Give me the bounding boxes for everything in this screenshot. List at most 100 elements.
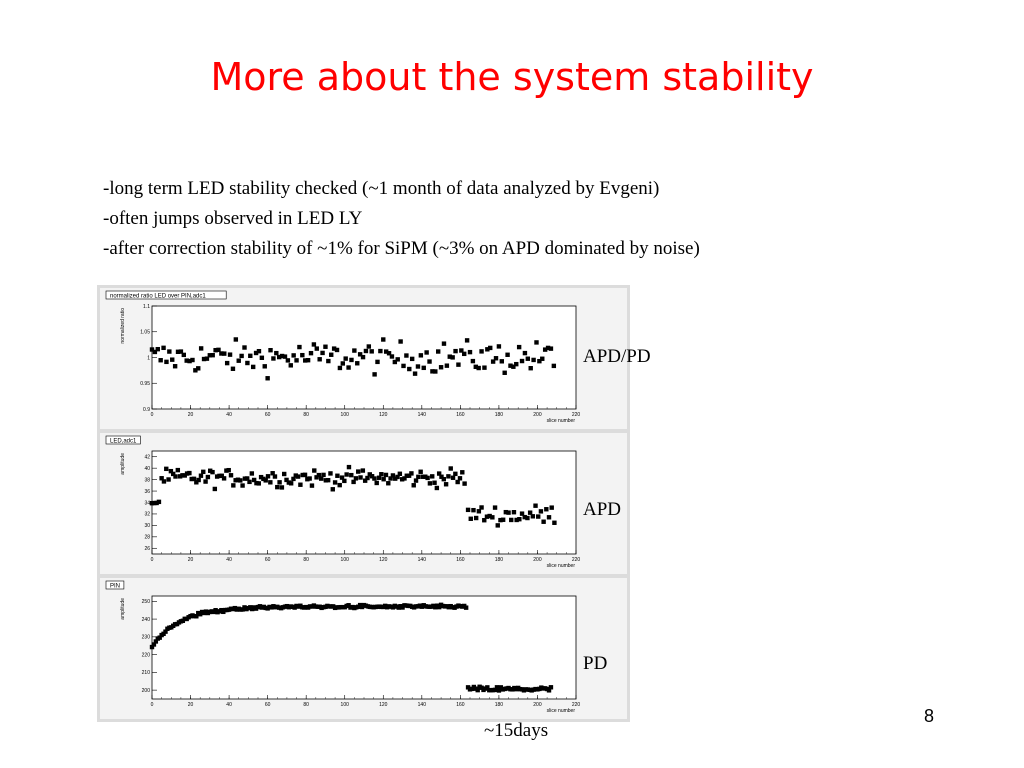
data-point [389, 354, 395, 359]
bullet-item: -long term LED stability checked (~1 mon… [103, 178, 660, 199]
data-point [453, 471, 458, 477]
data-point [268, 347, 273, 353]
data-point [279, 353, 285, 359]
data-point [177, 474, 183, 479]
data-point [424, 350, 429, 355]
data-point [432, 480, 437, 485]
data-point [317, 357, 322, 362]
data-point [308, 350, 314, 356]
data-point [412, 371, 418, 376]
data-point [418, 353, 424, 358]
data-point [230, 366, 236, 371]
data-point [492, 687, 498, 693]
data-point [295, 474, 301, 479]
data-point [247, 479, 252, 485]
data-point [448, 466, 453, 471]
data-point [464, 338, 470, 343]
data-point [500, 517, 506, 522]
data-point [163, 629, 168, 634]
data-point [495, 523, 500, 528]
data-point [460, 470, 465, 475]
data-point [436, 604, 442, 610]
data-point [349, 357, 354, 363]
data-point [330, 487, 335, 492]
data-point [542, 347, 548, 352]
data-point [551, 363, 557, 369]
data-point [552, 520, 557, 525]
data-point [496, 688, 502, 693]
x-tick-label: 140 [418, 412, 427, 418]
data-point [166, 477, 171, 482]
data-point [378, 348, 383, 354]
data-point [248, 353, 253, 359]
data-point [463, 605, 469, 610]
data-point [307, 476, 312, 481]
data-point [538, 509, 544, 514]
data-point [256, 348, 262, 354]
data-point [331, 346, 337, 351]
data-point [528, 366, 533, 371]
data-point [446, 474, 451, 479]
data-point [498, 517, 503, 523]
data-point [476, 509, 482, 514]
data-point [193, 368, 198, 373]
data-point [409, 471, 414, 476]
x-tick-label: 40 [226, 702, 232, 708]
data-point [479, 349, 484, 354]
data-point [423, 474, 428, 479]
page-number: 8 [924, 706, 935, 726]
data-point [228, 473, 234, 478]
data-point [516, 344, 522, 350]
data-point [356, 469, 361, 474]
data-point [271, 356, 276, 361]
y-tick-label: 230 [142, 635, 151, 641]
data-point [404, 473, 409, 478]
y-tick-label: 200 [142, 688, 151, 694]
data-point [344, 472, 349, 477]
data-point [305, 357, 311, 363]
data-point [182, 473, 187, 478]
data-point [219, 351, 224, 356]
y-tick-label: 40 [144, 466, 150, 472]
data-point [302, 472, 308, 478]
data-point [291, 476, 296, 482]
data-point [453, 348, 458, 354]
x-axis-label: slice number [547, 708, 576, 714]
slide-title: More about the system stability [210, 55, 814, 99]
data-point [545, 345, 551, 351]
x-tick-label: 20 [188, 557, 194, 563]
data-point [548, 685, 554, 690]
data-point [514, 361, 519, 367]
data-point [548, 346, 554, 351]
data-point [407, 366, 412, 372]
data-point [482, 518, 487, 523]
x-tick-label: 200 [533, 702, 542, 708]
y-tick-label: 30 [144, 523, 150, 529]
data-point [208, 468, 213, 473]
x-tick-label: 0 [151, 557, 154, 563]
data-point [342, 478, 347, 484]
data-point [214, 474, 220, 479]
data-point [274, 350, 279, 356]
data-point [494, 685, 500, 690]
data-point [381, 477, 386, 482]
data-point [190, 357, 195, 363]
data-point [476, 365, 481, 371]
data-point [285, 358, 291, 363]
data-point [465, 507, 471, 513]
label-pd: PD [583, 653, 608, 674]
data-point [221, 476, 227, 481]
data-point [181, 352, 186, 358]
data-point [475, 687, 480, 693]
data-point [450, 355, 455, 360]
data-point [309, 483, 315, 488]
data-point [198, 346, 204, 351]
x-tick-label: 100 [341, 557, 350, 563]
data-point [272, 474, 278, 479]
data-point [376, 475, 382, 480]
data-point [441, 476, 446, 482]
y-tick-label: 34 [144, 500, 150, 506]
data-point [346, 603, 351, 608]
y-tick-label: 26 [144, 546, 150, 552]
data-point [235, 477, 241, 482]
